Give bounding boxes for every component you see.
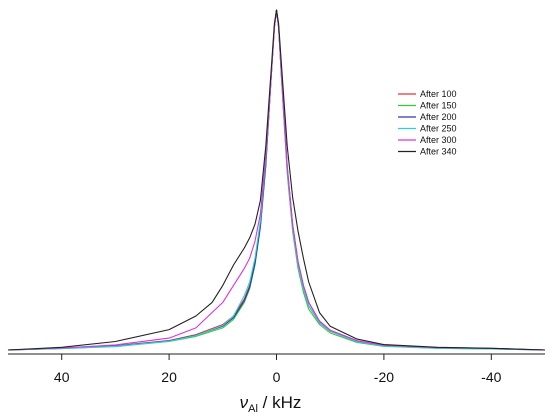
legend-label: After 200 bbox=[420, 112, 457, 122]
x-tick-label: 0 bbox=[273, 369, 281, 385]
series-line-2 bbox=[7, 9, 546, 351]
legend-label: After 100 bbox=[420, 89, 457, 99]
x-tick-label: -40 bbox=[481, 369, 501, 385]
x-axis-title-unit: / kHz bbox=[258, 393, 301, 412]
x-axis-title: νAl / kHz bbox=[240, 393, 302, 415]
series-line-3 bbox=[7, 9, 546, 351]
x-tick-label: 40 bbox=[54, 369, 70, 385]
series-lines bbox=[7, 9, 546, 351]
legend-label: After 150 bbox=[420, 101, 457, 111]
x-axis-ticks: 40 20 0 -20 -40 bbox=[54, 354, 502, 385]
series-line-5 bbox=[7, 9, 546, 351]
x-axis-title-symbol: ν bbox=[240, 393, 249, 412]
x-tick-label: -20 bbox=[374, 369, 394, 385]
series-line-1 bbox=[7, 9, 546, 351]
x-axis-title-subscript: Al bbox=[248, 403, 258, 415]
legend-label: After 250 bbox=[420, 124, 457, 134]
legend-label: After 340 bbox=[420, 147, 457, 157]
legend-label: After 300 bbox=[420, 135, 457, 145]
x-tick-label: 20 bbox=[161, 369, 177, 385]
series-line-4 bbox=[7, 9, 546, 351]
series-line-6 bbox=[7, 9, 546, 351]
